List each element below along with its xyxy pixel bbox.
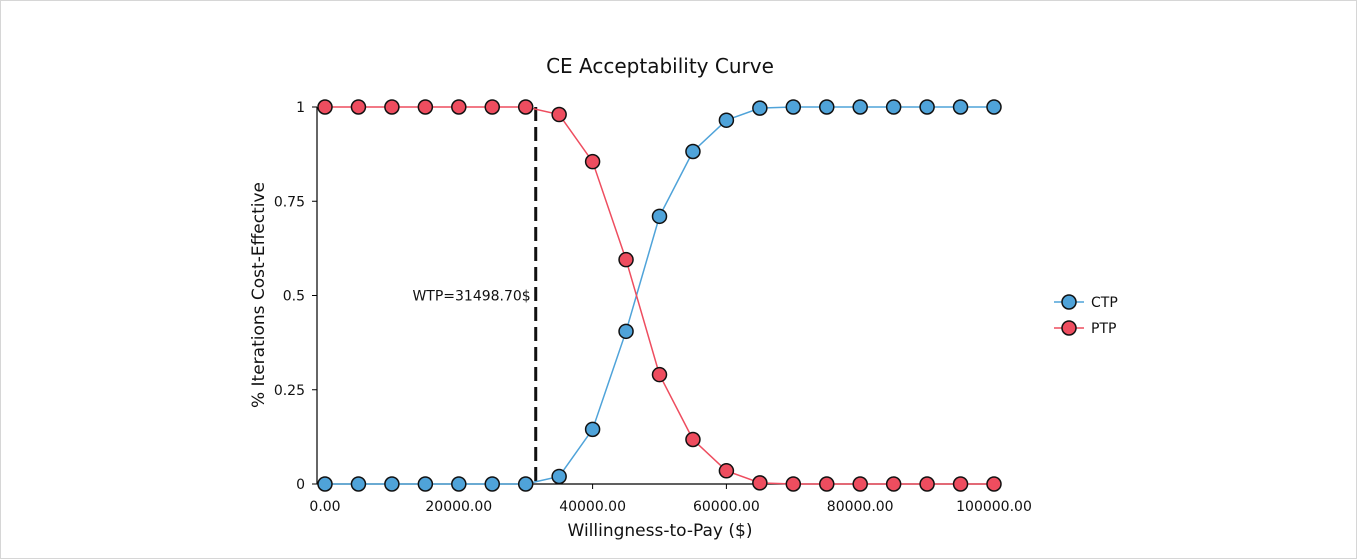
x-axis-title: Willingness-to-Pay ($) xyxy=(568,521,753,541)
data-point-ctp xyxy=(417,476,434,492)
data-point-ctp xyxy=(551,468,567,485)
legend-label-ptp: PTP xyxy=(1091,321,1116,337)
legend-marker-ptp xyxy=(1061,320,1077,336)
data-point-ptp xyxy=(584,153,601,170)
data-point-ptp xyxy=(986,476,1002,492)
data-point-ctp xyxy=(852,99,868,115)
data-point-ctp xyxy=(584,421,601,438)
legend: CTP PTP xyxy=(1054,294,1118,337)
y-tick-label: 0.25 xyxy=(274,383,305,399)
data-point-ptp xyxy=(417,99,434,115)
series-ptp xyxy=(317,99,1002,492)
data-point-ctp xyxy=(384,476,400,492)
data-point-ptp xyxy=(651,366,668,383)
legend-marker-ctp xyxy=(1061,294,1077,310)
legend-label-ctp: CTP xyxy=(1091,295,1118,311)
data-point-ptp xyxy=(919,476,935,492)
x-tick-label: 60000.00 xyxy=(693,499,760,515)
x-tick-label: 100000.00 xyxy=(956,499,1032,515)
x-axis-ticks: 0.00 20000.00 40000.00 60000.00 80000.00 1000… xyxy=(309,484,1032,515)
data-point-ptp xyxy=(551,106,567,123)
chart-title: CE Acceptability Curve xyxy=(546,54,774,78)
annotations: WTP=31498.70$ xyxy=(412,107,538,484)
data-point-ptp xyxy=(384,99,400,115)
y-axis-ticks: 0 0.25 0.5 0.75 1 xyxy=(274,100,317,493)
data-point-ptp xyxy=(785,476,802,492)
data-point-ptp xyxy=(685,431,701,448)
data-point-ptp xyxy=(350,99,367,115)
data-point-ctp xyxy=(819,99,835,115)
data-point-ctp xyxy=(952,99,969,115)
data-point-ptp xyxy=(718,463,735,479)
x-tick-label: 40000.00 xyxy=(559,499,626,515)
data-point-ctp xyxy=(986,99,1002,115)
data-point-ctp xyxy=(317,476,333,492)
data-point-ptp xyxy=(852,476,868,492)
x-tick-label: 0.00 xyxy=(309,499,340,515)
x-tick-label: 20000.00 xyxy=(425,499,492,515)
data-point-ctp xyxy=(350,476,367,492)
wtp-threshold-label: WTP=31498.70$ xyxy=(412,289,530,305)
data-point-ctp xyxy=(517,476,534,492)
y-tick-label: 0.75 xyxy=(274,194,305,210)
data-point-ctp xyxy=(885,99,902,115)
data-point-ptp xyxy=(317,99,333,115)
x-tick-label: 80000.00 xyxy=(827,499,894,515)
data-point-ptp xyxy=(752,475,768,491)
data-point-ptp xyxy=(451,99,467,115)
y-tick-label: 0 xyxy=(296,477,305,493)
data-point-ctp xyxy=(685,143,701,160)
data-point-ctp xyxy=(651,208,668,225)
data-point-ptp xyxy=(819,476,835,492)
data-point-ctp xyxy=(919,99,935,115)
data-point-ptp xyxy=(952,476,969,492)
series-layer xyxy=(317,99,1002,492)
y-axis-title: % Iterations Cost-Effective xyxy=(249,182,269,408)
data-point-ctp xyxy=(752,100,768,116)
data-point-ctp xyxy=(484,476,500,492)
data-point-ctp xyxy=(718,112,735,128)
data-point-ptp xyxy=(484,99,500,115)
series-ctp xyxy=(317,99,1002,492)
y-tick-label: 1 xyxy=(296,100,305,116)
data-point-ptp xyxy=(885,476,902,492)
y-tick-label: 0.5 xyxy=(283,289,305,305)
data-point-ptp xyxy=(618,251,634,268)
data-point-ptp xyxy=(517,99,534,115)
data-point-ctp xyxy=(451,476,467,492)
data-point-ctp xyxy=(618,323,634,340)
data-point-ctp xyxy=(785,99,802,115)
